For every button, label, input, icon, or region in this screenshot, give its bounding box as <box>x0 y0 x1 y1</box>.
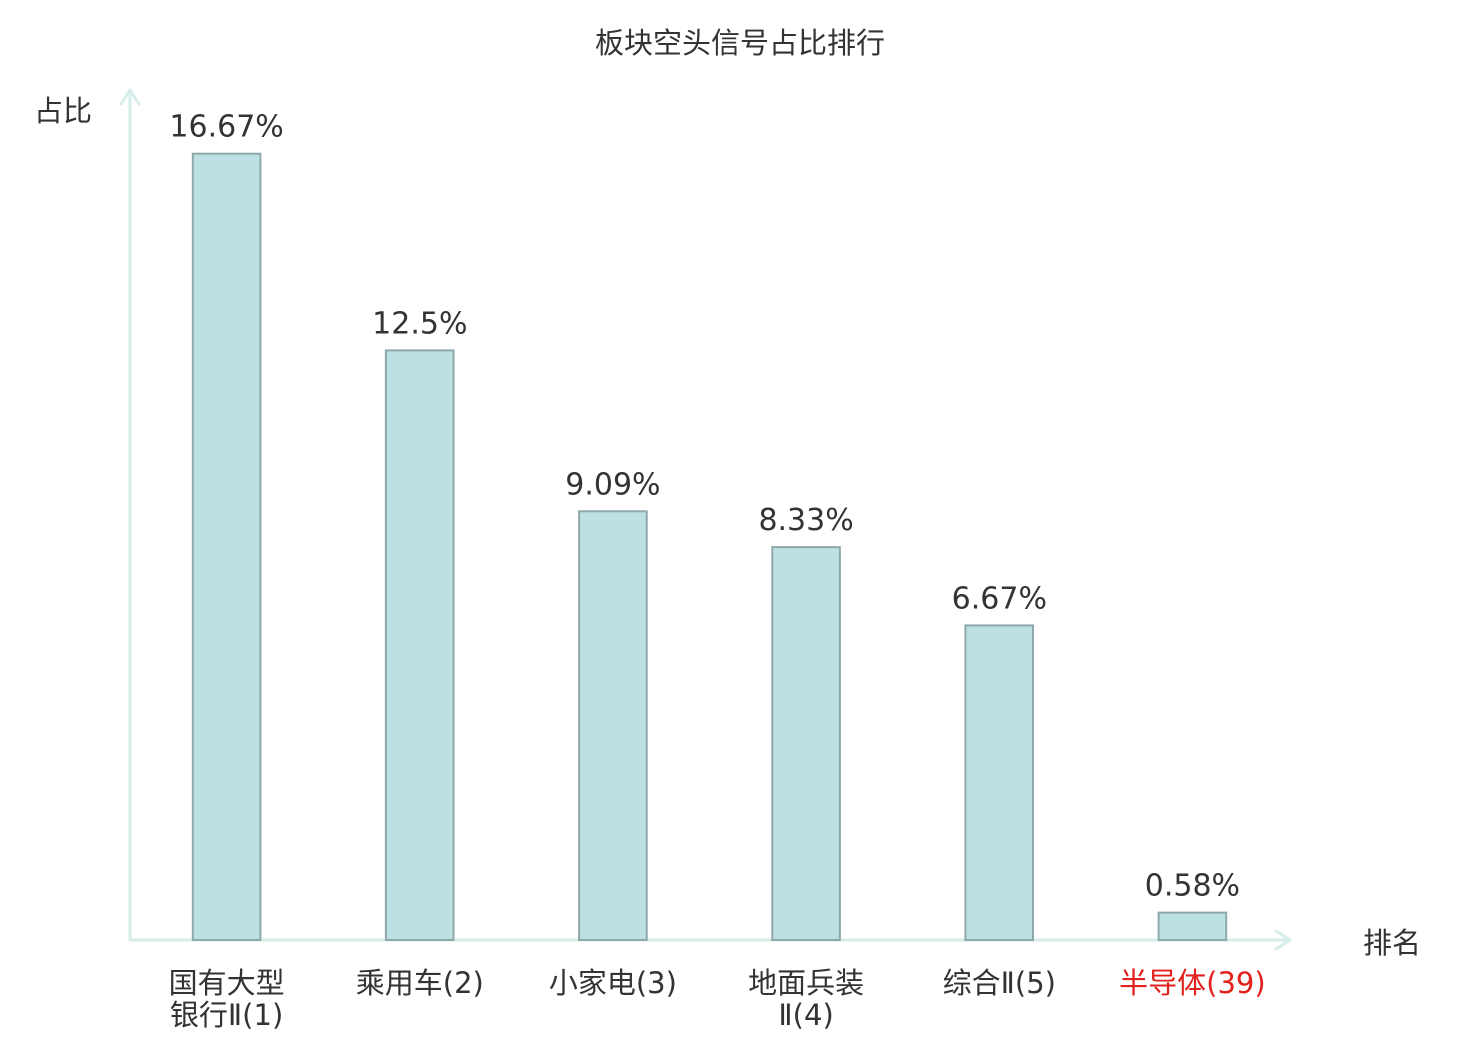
value-label-1: 16.67% <box>169 110 283 145</box>
category-label-line: 小家电(3) <box>549 966 677 1000</box>
value-label-4: 8.33% <box>758 503 853 538</box>
category-label-5: 综合Ⅱ(5) <box>943 966 1056 1000</box>
category-label-line: 国有大型 <box>169 966 285 1000</box>
value-labels-group: 16.67% 12.5% 9.09% 8.33% 6.67% 0.58% <box>169 110 1240 904</box>
category-label-line: Ⅱ(4) <box>778 998 833 1032</box>
x-axis-title: 排名 <box>1363 926 1421 960</box>
y-axis-title: 占比 <box>34 94 92 128</box>
category-label-line: 综合Ⅱ(5) <box>943 966 1056 1000</box>
category-label-4: 地面兵装 Ⅱ(4) <box>748 966 864 1032</box>
bar-5 <box>964 624 1035 942</box>
category-label-line: 乘用车(2) <box>356 966 484 1000</box>
chart-title: 板块空头信号占比排行 <box>595 26 885 60</box>
category-label-6: 半导体(39) <box>1119 966 1266 1000</box>
value-label-6: 0.58% <box>1145 869 1240 904</box>
bar-1 <box>191 152 262 941</box>
category-label-line: 半导体(39) <box>1119 966 1266 1000</box>
bar-6 <box>1157 911 1228 941</box>
category-labels-group: 国有大型银行Ⅱ(1) 乘用车(2) 小家电(3) 地面兵装 Ⅱ(4) 综合Ⅱ(5) 半导体(… <box>169 966 1266 1032</box>
category-label-3: 小家电(3) <box>549 966 677 1000</box>
value-label-3: 9.09% <box>565 467 660 502</box>
value-label-5: 6.67% <box>952 581 1047 616</box>
category-label-line: 地面兵装 <box>748 966 864 1000</box>
value-label-2: 12.5% <box>372 306 467 341</box>
bar-4 <box>771 546 841 941</box>
bars-group <box>191 152 1228 942</box>
bar-3 <box>578 510 648 941</box>
category-label-2: 乘用车(2) <box>356 966 484 1000</box>
bar-2 <box>384 349 455 941</box>
x-axis-arrowhead-icon <box>1274 929 1292 951</box>
axes <box>119 88 1292 951</box>
category-label-1: 国有大型银行Ⅱ(1) <box>169 966 285 1032</box>
y-axis-arrowhead-icon <box>119 88 141 106</box>
category-label-line: 银行Ⅱ(1) <box>170 998 283 1032</box>
